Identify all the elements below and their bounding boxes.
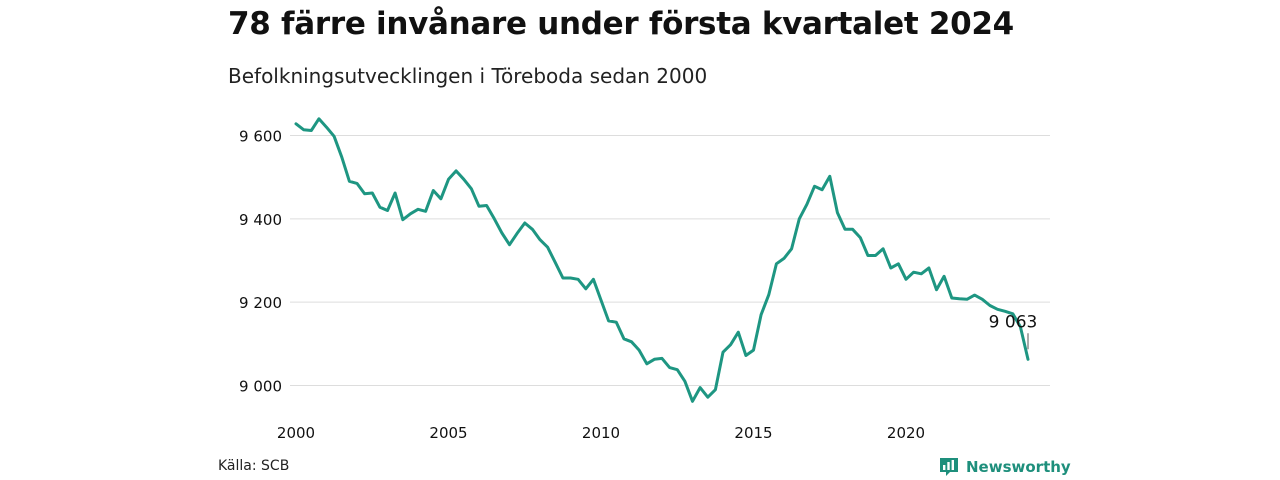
y-tick-label: 9 200 [239, 294, 282, 312]
y-tick-label: 9 600 [239, 128, 282, 146]
chart-subtitle: Befolkningsutvecklingen i Töreboda sedan… [228, 64, 708, 88]
x-axis-tick-labels: 2000 2005 2010 2015 2020 [277, 424, 925, 442]
x-tick-label: 2015 [734, 424, 772, 442]
series-line [294, 117, 1030, 403]
x-tick-label: 2000 [277, 424, 315, 442]
newsworthy-logo-icon [940, 458, 958, 476]
y-tick-label: 9 000 [239, 378, 282, 396]
source-note: Källa: SCB [218, 458, 290, 474]
y-tick-label: 9 400 [239, 211, 282, 229]
brand-logo: Newsworthy [938, 456, 1071, 478]
y-axis-tick-labels: 9 000 9 200 9 400 9 600 [239, 128, 282, 396]
brand-name: Newsworthy [966, 458, 1071, 476]
x-tick-label: 2020 [887, 424, 925, 442]
x-tick-label: 2010 [582, 424, 620, 442]
gridlines [290, 135, 1050, 386]
chart-title: 78 färre invånare under första kvartalet… [228, 6, 1014, 42]
end-value-label: 9 063 [989, 312, 1038, 332]
x-tick-label: 2005 [429, 424, 467, 442]
